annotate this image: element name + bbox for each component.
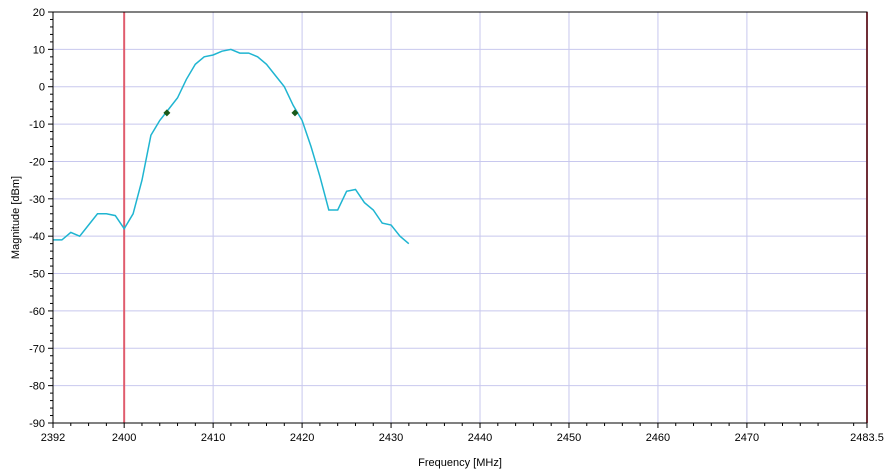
y-tick-label: 0 xyxy=(39,82,45,94)
x-tick-label: 2450 xyxy=(557,432,581,444)
y-tick-label: -70 xyxy=(29,343,45,355)
plot-area xyxy=(53,12,867,423)
y-tick-label: -30 xyxy=(29,194,45,206)
x-tick-label: 2460 xyxy=(646,432,670,444)
marker-points xyxy=(163,109,299,117)
y-tick-label: -10 xyxy=(29,119,45,131)
y-tick-label: 10 xyxy=(33,44,45,56)
x-tick-label: 2440 xyxy=(468,432,492,444)
grid xyxy=(53,12,867,423)
x-tick-label: 2470 xyxy=(735,432,759,444)
marker-point xyxy=(163,109,171,117)
x-tick-label: 2392 xyxy=(41,432,65,444)
x-tick-label: 2420 xyxy=(290,432,314,444)
x-tick-label: 2410 xyxy=(201,432,225,444)
y-tick-label: -40 xyxy=(29,231,45,243)
y-tick-label: -80 xyxy=(29,381,45,393)
y-tick-label: 20 xyxy=(33,7,45,19)
x-axis-label: Frequency [MHz] xyxy=(418,457,502,469)
y-tick-label: -90 xyxy=(29,418,45,430)
x-tick-label: 2430 xyxy=(379,432,403,444)
y-tick-label: -60 xyxy=(29,306,45,318)
x-tick-label: 2483.5 xyxy=(850,432,884,444)
x-tick-label: 2400 xyxy=(112,432,136,444)
plot-frame xyxy=(52,11,868,424)
y-tick-label: -50 xyxy=(29,269,45,281)
y-axis-label: Magnitude [dBm] xyxy=(10,176,22,259)
x-axis: 2392 2400 2410 2420 2430 2440 2450 2460 2470 2483… xyxy=(41,423,884,444)
y-axis: 20 10 0 -10 -20 -30 -40 -50 -60 -70 -80 -90 xyxy=(29,7,53,430)
y-tick-label: -20 xyxy=(29,156,45,168)
magnitude-trace xyxy=(53,48,410,245)
marker-point xyxy=(291,109,299,117)
